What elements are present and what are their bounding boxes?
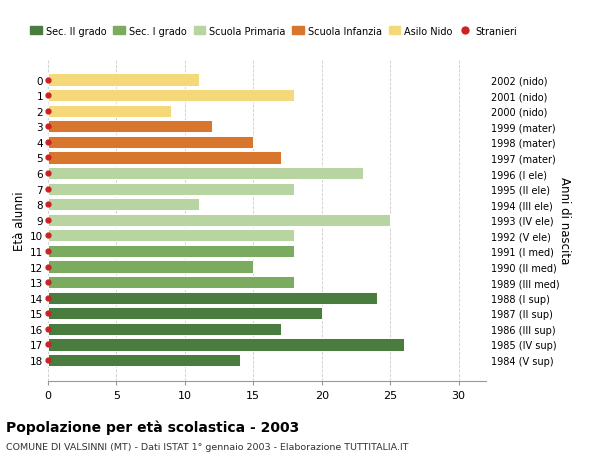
Text: Popolazione per età scolastica - 2003: Popolazione per età scolastica - 2003 xyxy=(6,420,299,435)
Bar xyxy=(48,292,377,304)
Bar xyxy=(48,106,171,118)
Bar xyxy=(48,199,199,211)
Y-axis label: Anni di nascita: Anni di nascita xyxy=(557,177,571,264)
Y-axis label: Età alunni: Età alunni xyxy=(13,190,26,250)
Bar xyxy=(48,230,295,242)
Bar xyxy=(48,308,322,320)
Bar xyxy=(48,261,253,273)
Bar xyxy=(48,354,239,366)
Bar xyxy=(48,74,199,86)
Bar xyxy=(48,339,404,351)
Text: COMUNE DI VALSINNI (MT) - Dati ISTAT 1° gennaio 2003 - Elaborazione TUTTITALIA.I: COMUNE DI VALSINNI (MT) - Dati ISTAT 1° … xyxy=(6,442,409,451)
Bar xyxy=(48,214,390,226)
Bar xyxy=(48,136,253,149)
Bar xyxy=(48,121,212,133)
Bar xyxy=(48,168,363,180)
Bar xyxy=(48,90,295,102)
Bar xyxy=(48,152,281,164)
Bar xyxy=(48,276,295,289)
Bar xyxy=(48,323,281,335)
Bar xyxy=(48,183,295,195)
Legend: Sec. II grado, Sec. I grado, Scuola Primaria, Scuola Infanzia, Asilo Nido, Stran: Sec. II grado, Sec. I grado, Scuola Prim… xyxy=(26,23,521,40)
Bar xyxy=(48,246,295,257)
